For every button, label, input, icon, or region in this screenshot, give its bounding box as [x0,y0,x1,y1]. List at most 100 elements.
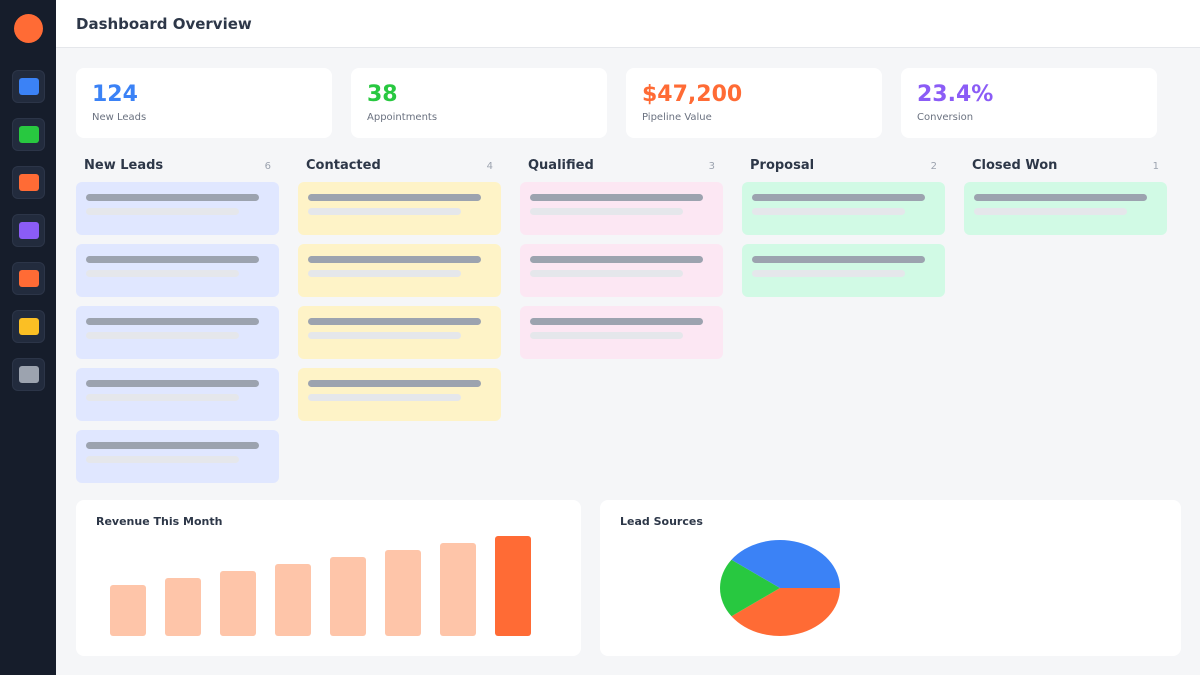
revenue-bar [330,557,366,636]
card-title-placeholder [752,256,925,263]
column-title: Qualified [528,158,594,173]
card-title-placeholder [530,194,703,201]
lead-card[interactable] [76,430,279,483]
revenue-title: Revenue This Month [96,515,223,528]
green-nav-icon [19,126,39,143]
lead-card[interactable] [76,368,279,421]
column-title: New Leads [84,158,164,173]
lead-card[interactable] [520,306,723,359]
sidebar-nav-item[interactable] [12,166,45,199]
orange-nav-icon [19,174,39,191]
lead-sources-title: Lead Sources [620,515,703,528]
lead-card[interactable] [76,182,279,235]
sidebar-nav-item[interactable] [12,358,45,391]
stat-card: 124 New Leads [76,68,332,138]
card-subtitle-placeholder [308,332,461,339]
stat-label: Conversion [917,112,974,123]
lead-card[interactable] [520,182,723,235]
pie-slice [731,540,840,588]
card-subtitle-placeholder [974,208,1127,215]
yellow-nav-icon [19,318,39,335]
sidebar-nav-item[interactable] [12,262,45,295]
card-subtitle-placeholder [752,270,905,277]
card-subtitle-placeholder [308,394,461,401]
revenue-bar [165,578,201,636]
revenue-bar [110,585,146,636]
lead-card[interactable] [742,182,945,235]
card-title-placeholder [308,318,481,325]
orange-nav-icon [19,270,39,287]
stat-value: 124 [92,82,138,107]
lead-card[interactable] [298,306,501,359]
card-subtitle-placeholder [752,208,905,215]
card-title-placeholder [86,256,259,263]
column-count: 3 [708,161,715,172]
sidebar-nav-item[interactable] [12,118,45,151]
lead-card[interactable] [298,244,501,297]
lead-card[interactable] [76,244,279,297]
blue-nav-icon [19,78,39,95]
header: Dashboard Overview [56,0,1200,48]
column-title: Proposal [750,158,815,173]
card-title-placeholder [86,194,259,201]
stat-label: Pipeline Value [642,112,712,123]
lead-card[interactable] [964,182,1167,235]
column-count: 4 [486,161,493,172]
gray-nav-icon [19,366,39,383]
revenue-bar [440,543,476,636]
revenue-bar [220,571,256,636]
pie-slice [720,559,780,617]
stat-value: $47,200 [642,82,743,107]
card-subtitle-placeholder [86,394,239,401]
lead-card[interactable] [298,368,501,421]
card-title-placeholder [86,442,259,449]
logo-icon [14,14,43,43]
lead-card[interactable] [520,244,723,297]
stat-card: $47,200 Pipeline Value [626,68,882,138]
sidebar-nav-item[interactable] [12,70,45,103]
card-subtitle-placeholder [86,208,239,215]
stat-value: 23.4% [917,82,994,107]
lead-sources-panel: Lead Sources [600,500,1181,656]
revenue-chart [110,536,531,636]
card-subtitle-placeholder [86,456,239,463]
card-title-placeholder [308,194,481,201]
column-title: Contacted [306,158,381,173]
column-count: 6 [264,161,271,172]
lead-card[interactable] [742,244,945,297]
card-title-placeholder [86,318,259,325]
page-title: Dashboard Overview [76,15,252,33]
lead-sources-chart [720,540,840,636]
stat-card: 23.4% Conversion [901,68,1157,138]
card-subtitle-placeholder [308,208,461,215]
card-title-placeholder [530,256,703,263]
card-subtitle-placeholder [86,270,239,277]
revenue-bar [275,564,311,636]
card-title-placeholder [530,318,703,325]
sidebar [0,0,56,675]
card-title-placeholder [86,380,259,387]
card-title-placeholder [308,380,481,387]
card-title-placeholder [308,256,481,263]
card-subtitle-placeholder [530,270,683,277]
card-subtitle-placeholder [530,332,683,339]
column-title: Closed Won [972,158,1058,173]
lead-card[interactable] [298,182,501,235]
sidebar-nav-item[interactable] [12,310,45,343]
revenue-panel: Revenue This Month [76,500,581,656]
stat-label: Appointments [367,112,438,123]
column-count: 2 [930,161,937,172]
card-subtitle-placeholder [530,208,683,215]
revenue-bar [385,550,421,636]
card-subtitle-placeholder [86,332,239,339]
stat-value: 38 [367,82,398,107]
sidebar-nav-item[interactable] [12,214,45,247]
stat-card: 38 Appointments [351,68,607,138]
pie-slice [731,588,840,636]
card-title-placeholder [752,194,925,201]
stat-label: New Leads [92,112,147,123]
card-subtitle-placeholder [308,270,461,277]
column-count: 1 [1152,161,1159,172]
card-title-placeholder [974,194,1147,201]
lead-card[interactable] [76,306,279,359]
